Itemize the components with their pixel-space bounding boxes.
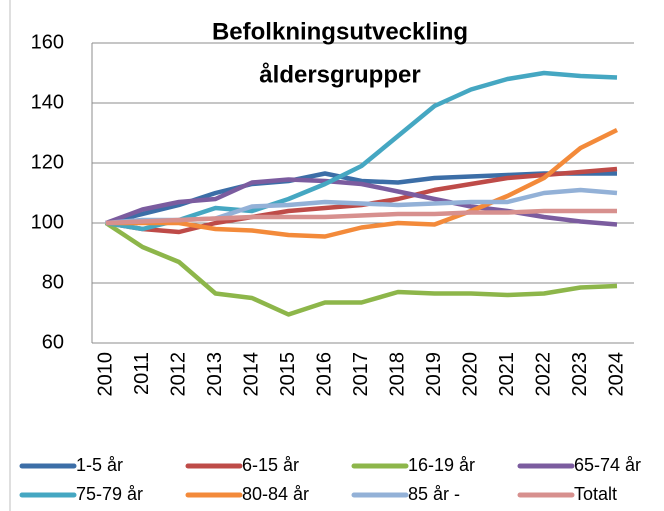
x-tick-label: 2011 (131, 352, 153, 395)
x-tick-label: 2024 (605, 352, 627, 397)
y-tick-label: 80 (42, 271, 64, 293)
x-tick-label: 2018 (386, 352, 408, 397)
legend-label: 80-84 år (242, 484, 309, 504)
series-line (105, 208, 617, 226)
x-tick-label: 2012 (167, 352, 189, 397)
y-tick-label: 60 (42, 331, 64, 353)
x-tick-label: 2021 (496, 352, 518, 397)
legend-label: 65-74 år (574, 455, 641, 475)
x-tick-label: 2020 (459, 352, 481, 397)
legend-label: 16-19 år (408, 455, 475, 475)
legend-label: 6-15 år (242, 455, 299, 475)
x-tick-label: 2015 (277, 352, 299, 397)
legend-label: 1-5 år (76, 455, 123, 475)
legend-label: 85 år - (408, 484, 460, 504)
series-line (104, 221, 618, 317)
y-tick-label: 120 (31, 151, 64, 173)
x-tick-label: 2023 (569, 352, 591, 397)
legend-label: 75-79 år (76, 484, 143, 504)
series-line (105, 70, 618, 232)
chart-title: åldersgrupper (259, 61, 420, 88)
x-tick-label: 2022 (532, 352, 554, 397)
x-tick-label: 2010 (94, 352, 116, 397)
x-tick-label: 2019 (423, 352, 445, 397)
x-tick-label: 2017 (350, 352, 372, 397)
x-tick-label: 2014 (240, 352, 262, 397)
y-tick-label: 160 (31, 31, 64, 53)
chart-title: Befolkningsutveckling (212, 18, 468, 45)
x-tick-label: 2016 (313, 352, 335, 397)
x-tick-label: 2013 (204, 352, 226, 397)
lines (104, 70, 618, 317)
legend-label: Totalt (574, 484, 617, 504)
series-line (106, 127, 618, 239)
y-tick-label: 140 (31, 91, 64, 113)
series-line (105, 177, 618, 227)
y-tick-label: 100 (31, 211, 64, 233)
